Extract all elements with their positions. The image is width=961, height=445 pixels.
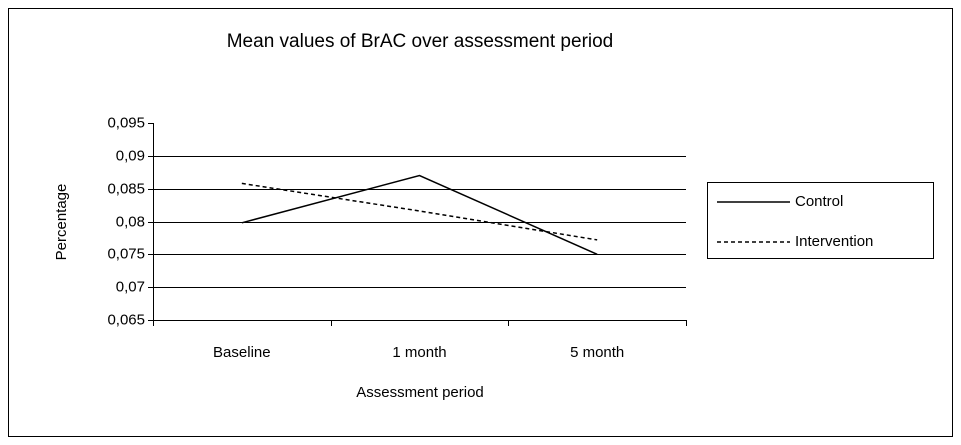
x-tick-label: Baseline xyxy=(213,344,271,361)
y-tick-label: 0,07 xyxy=(116,278,145,295)
y-tick-label: 0,095 xyxy=(107,114,145,131)
x-tick-label: 1 month xyxy=(392,344,446,361)
y-tick-label: 0,09 xyxy=(116,147,145,164)
y-axis-title: Percentage xyxy=(53,184,70,261)
series-line xyxy=(241,182,598,241)
y-tick-label: 0,085 xyxy=(107,180,145,197)
series-line xyxy=(241,174,598,256)
x-tick-label: 5 month xyxy=(570,344,624,361)
x-axis-title: Assessment period xyxy=(356,384,484,401)
y-tick-label: 0,08 xyxy=(116,213,145,230)
legend-label: Intervention xyxy=(795,233,873,250)
y-tick-label: 0,075 xyxy=(107,245,145,262)
chart-title: Mean values of BrAC over assessment peri… xyxy=(227,31,614,52)
legend xyxy=(707,182,934,259)
legend-label: Control xyxy=(795,193,843,210)
y-tick-label: 0,065 xyxy=(107,311,145,328)
